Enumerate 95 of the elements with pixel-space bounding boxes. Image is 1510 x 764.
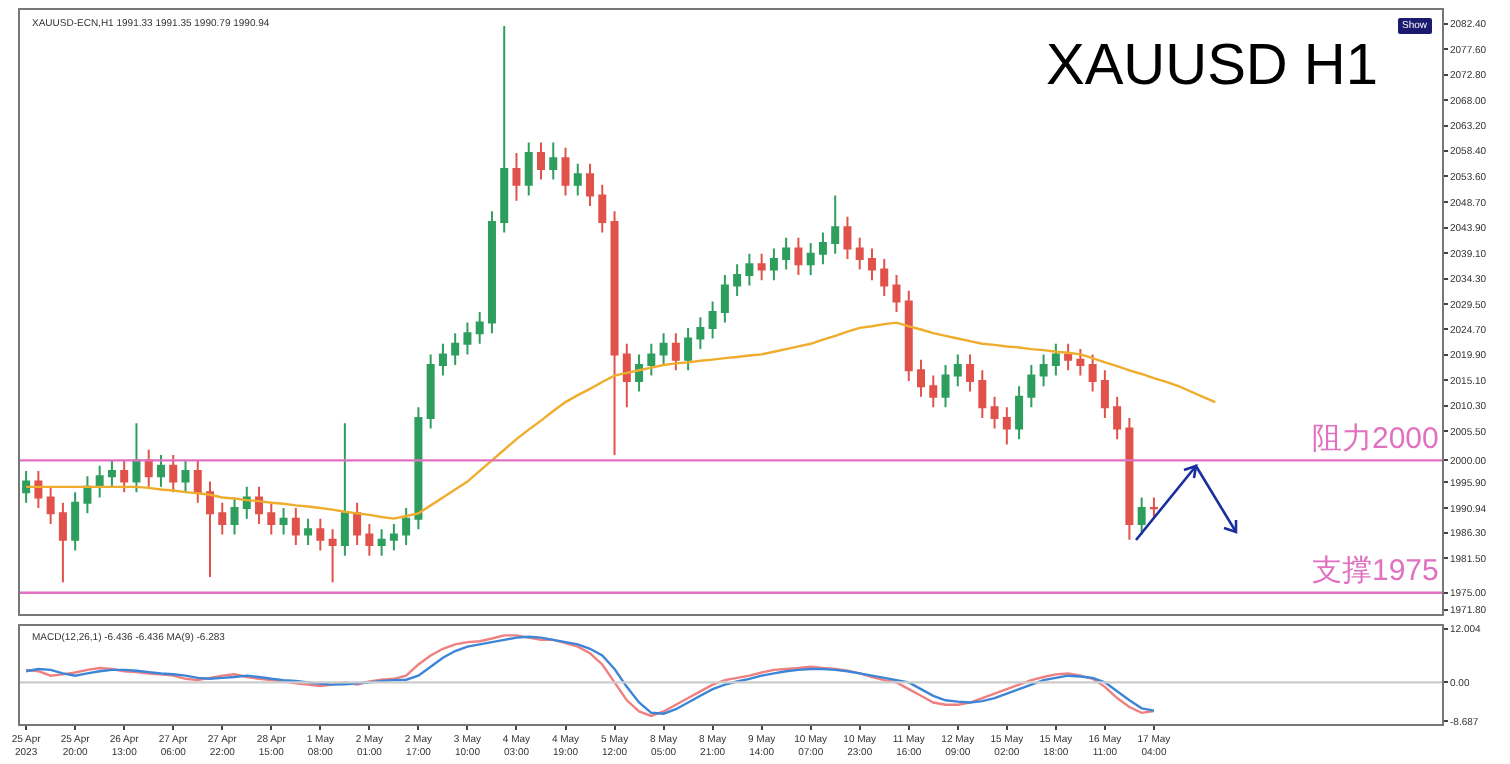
candlestick — [120, 459, 129, 494]
candlestick — [500, 24, 509, 234]
candlestick — [1039, 353, 1048, 388]
candlestick — [451, 332, 460, 366]
candlestick — [917, 358, 926, 398]
candlestick — [929, 374, 938, 409]
ref-line-label: 阻力2000 — [1312, 422, 1439, 456]
candlestick — [1002, 406, 1011, 446]
candlestick — [684, 326, 693, 372]
candlestick — [524, 141, 533, 197]
candlestick — [169, 454, 178, 494]
candlestick — [818, 231, 827, 266]
candlestick — [426, 353, 435, 430]
candlestick — [389, 522, 398, 552]
candlestick — [512, 152, 521, 202]
candlestick — [279, 507, 288, 536]
candlestick — [107, 459, 116, 488]
line-series — [24, 321, 1217, 520]
candlestick — [1064, 342, 1073, 372]
candlestick — [769, 247, 778, 282]
candlestick — [622, 342, 631, 409]
candlestick — [230, 496, 239, 536]
candlestick — [733, 263, 742, 298]
candlestick — [831, 194, 840, 255]
candlestick — [536, 141, 545, 181]
candlestick — [46, 485, 55, 525]
candlestick — [892, 273, 901, 313]
candlestick — [1100, 369, 1109, 419]
candlestick — [573, 162, 582, 197]
candlestick — [132, 422, 141, 494]
candlestick — [782, 236, 791, 271]
candlestick — [757, 252, 766, 282]
candlestick — [610, 210, 619, 457]
candlestick — [953, 353, 962, 388]
candlestick — [794, 236, 803, 276]
candlestick — [206, 480, 215, 578]
candlestick — [316, 517, 325, 552]
candlestick — [1088, 353, 1097, 393]
candlestick — [144, 448, 153, 488]
candlestick — [671, 332, 680, 372]
candlestick — [904, 289, 913, 382]
candlestick — [978, 369, 987, 419]
candlestick — [402, 507, 411, 547]
candlestick — [340, 422, 349, 557]
candlestick — [598, 183, 607, 234]
candlestick — [328, 528, 337, 584]
candlestick — [647, 342, 656, 377]
candlestick — [549, 141, 558, 181]
candlestick — [218, 501, 227, 536]
candlestick — [267, 501, 276, 536]
candlestick — [71, 491, 80, 552]
candlestick — [1113, 395, 1122, 441]
candlestick — [156, 454, 165, 488]
candlestick — [255, 485, 264, 525]
candlestick — [1015, 385, 1024, 441]
chart-title: XAUUSD H1 — [1046, 33, 1379, 98]
candlestick — [1051, 342, 1060, 377]
candlestick — [463, 321, 472, 356]
candlestick — [561, 146, 570, 197]
candlestick — [414, 406, 423, 531]
candlestick — [1137, 496, 1146, 536]
candlestick — [966, 353, 975, 393]
candlestick — [990, 395, 999, 430]
ref-line-label: 支撑1975 — [1312, 554, 1439, 588]
candlestick — [365, 522, 374, 557]
candlestick — [304, 517, 313, 547]
candlestick — [745, 252, 754, 287]
candlestick — [720, 273, 729, 324]
candlestick — [193, 459, 202, 504]
candlestick — [806, 242, 815, 276]
candlestick — [696, 316, 705, 351]
candlestick — [586, 162, 595, 208]
candlestick — [1125, 416, 1134, 541]
candlestick — [855, 236, 864, 271]
candlestick — [438, 342, 447, 377]
candlestick — [708, 300, 717, 340]
candlestick — [22, 469, 31, 504]
candlestick — [867, 247, 876, 282]
candlestick — [377, 528, 386, 557]
candlestick — [635, 353, 644, 393]
candlestick — [475, 311, 484, 345]
candlestick — [1027, 363, 1036, 409]
candlestick — [83, 475, 92, 515]
candlestick — [291, 507, 300, 547]
candlestick — [880, 258, 889, 298]
candlestick — [941, 363, 950, 409]
candlestick — [58, 501, 67, 584]
candlestick — [95, 464, 104, 499]
candlestick — [843, 215, 852, 261]
candlestick — [181, 459, 190, 494]
candlestick — [659, 332, 668, 366]
candlestick — [353, 501, 362, 547]
candlestick — [487, 210, 496, 335]
candlestick — [1076, 348, 1085, 377]
candlestick — [1149, 496, 1158, 520]
